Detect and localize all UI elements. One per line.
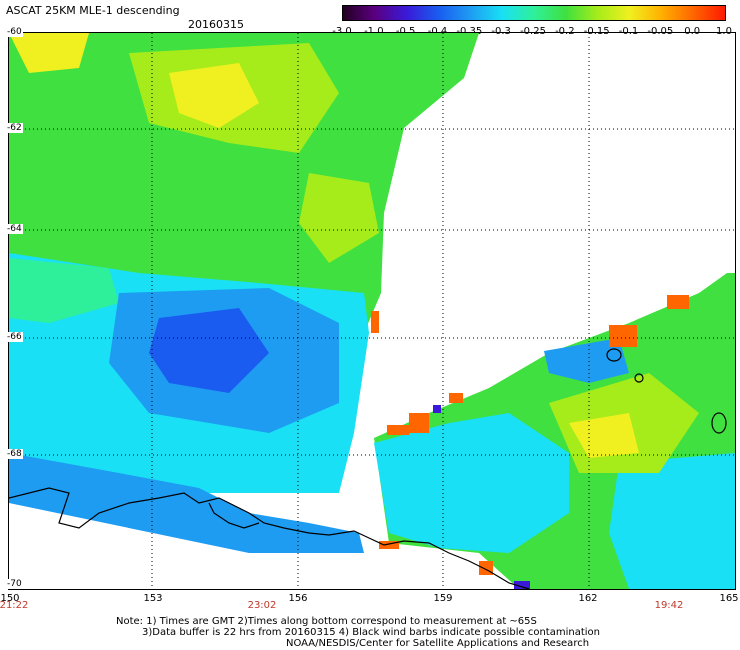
map-svg bbox=[9, 33, 735, 589]
purple-pixel-2 bbox=[514, 581, 530, 589]
orange-pixel-4 bbox=[667, 295, 689, 309]
time-label-start: 21:22 bbox=[0, 600, 29, 611]
colorbar-tick-label: 0.0 bbox=[684, 26, 701, 37]
note-line-3: NOAA/NESDIS/Center for Satellite Applica… bbox=[286, 638, 590, 649]
lat-label-70: -70 bbox=[6, 579, 23, 589]
orange-pixel-7 bbox=[379, 541, 399, 549]
swath-cyan-east-2 bbox=[609, 453, 735, 589]
colorbar-tick-label: -1.0 bbox=[364, 26, 384, 37]
orange-pixel-3 bbox=[609, 325, 637, 347]
blue-band-south bbox=[9, 453, 364, 553]
colorbar-tick-label: -0.3 bbox=[491, 26, 511, 37]
lat-label-64: -64 bbox=[6, 224, 23, 234]
swath-cyan-east bbox=[374, 413, 569, 553]
lat-label-68: -68 bbox=[6, 449, 23, 459]
colorbar-tick-label: -0.05 bbox=[647, 26, 674, 37]
purple-pixel-1 bbox=[433, 405, 441, 413]
colorbar-tick-label: 1.0 bbox=[716, 26, 732, 37]
coastline bbox=[9, 487, 530, 589]
blue-core-deep bbox=[149, 308, 269, 393]
lon-label-165: 165 bbox=[719, 593, 739, 604]
yellow-patch-3 bbox=[9, 33, 89, 73]
colorbar-tick-label: -0.2 bbox=[555, 26, 575, 37]
orange-pixel-2 bbox=[387, 425, 409, 435]
swath-teal-south bbox=[9, 258, 119, 323]
map-date: 20160315 bbox=[188, 18, 244, 31]
time-label-end: 19:42 bbox=[654, 600, 684, 611]
colorbar-tick-label: -0.35 bbox=[456, 26, 483, 37]
lon-label-156: 156 bbox=[288, 593, 308, 604]
lat-label-62: -62 bbox=[6, 123, 23, 133]
island-2 bbox=[634, 373, 644, 383]
island-1 bbox=[606, 348, 622, 362]
map-title: ASCAT 25KM MLE-1 descending bbox=[6, 4, 180, 17]
colorbar-tick-label: -3.0 bbox=[332, 26, 352, 37]
note-line-1: Note: 1) Times are GMT 2)Times along bot… bbox=[116, 616, 537, 627]
swath-green-north bbox=[9, 33, 479, 333]
island-3 bbox=[711, 412, 727, 434]
lon-label-153: 153 bbox=[143, 593, 163, 604]
lon-label-150: 150 bbox=[0, 593, 20, 604]
time-label-mid: 23:02 bbox=[247, 600, 277, 611]
coastline-inner bbox=[208, 502, 260, 529]
swath-yellow-east-2 bbox=[569, 413, 639, 458]
colorbar-tick-label: -0.5 bbox=[395, 26, 416, 37]
orange-pixel-5 bbox=[449, 393, 463, 403]
lon-label-159: 159 bbox=[433, 593, 453, 604]
orange-pixel-1 bbox=[409, 413, 429, 433]
swath-blue-east bbox=[544, 338, 629, 383]
yellow-patch-2 bbox=[169, 63, 259, 128]
colorbar-tick-label: -0.15 bbox=[583, 26, 610, 37]
colorbar-tick-label: -0.1 bbox=[618, 26, 639, 37]
lat-label-60: -60 bbox=[6, 27, 23, 37]
map-plot bbox=[8, 32, 736, 590]
note-line-2: 3)Data buffer is 22 hrs from 20160315 4)… bbox=[142, 627, 600, 638]
colorbar-tick-label: -0.4 bbox=[427, 26, 448, 37]
colorbar bbox=[342, 5, 726, 21]
lon-label-162: 162 bbox=[578, 593, 598, 604]
orange-pixel-6 bbox=[371, 311, 379, 333]
lat-label-66: -66 bbox=[6, 332, 23, 342]
orange-pixel-8 bbox=[479, 561, 493, 575]
graticule bbox=[9, 33, 735, 589]
yellow-patch-4 bbox=[299, 173, 379, 263]
colorbar-tick-label: -0.25 bbox=[520, 26, 546, 37]
